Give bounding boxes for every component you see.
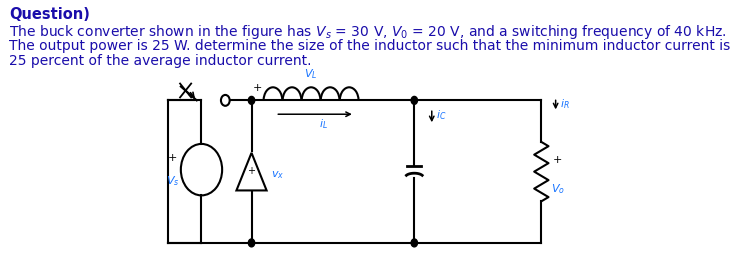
Text: 25 percent of the average inductor current.: 25 percent of the average inductor curre…	[10, 54, 312, 68]
Text: $V_o$: $V_o$	[551, 183, 565, 196]
Text: +: +	[168, 153, 178, 163]
Circle shape	[221, 95, 230, 106]
Text: $i_L$: $i_L$	[319, 117, 327, 131]
Circle shape	[411, 96, 418, 104]
Circle shape	[411, 239, 418, 247]
Text: $V_s$: $V_s$	[166, 175, 180, 188]
Text: +: +	[252, 84, 262, 94]
Text: $V_L$: $V_L$	[304, 67, 318, 81]
Circle shape	[248, 96, 254, 104]
Text: +: +	[248, 166, 256, 176]
Text: $v_x$: $v_x$	[272, 170, 285, 181]
Text: $i_R$: $i_R$	[560, 97, 569, 111]
Text: Question): Question)	[10, 7, 90, 22]
Text: The buck converter shown in the figure has $V_s$ = 30 V, $V_0$ = 20 V, and a swi: The buck converter shown in the figure h…	[10, 23, 727, 41]
Text: +: +	[554, 155, 562, 165]
Text: The output power is 25 W. determine the size of the inductor such that the minim: The output power is 25 W. determine the …	[10, 39, 730, 52]
Text: $i_C$: $i_C$	[436, 108, 446, 122]
Circle shape	[248, 239, 254, 247]
